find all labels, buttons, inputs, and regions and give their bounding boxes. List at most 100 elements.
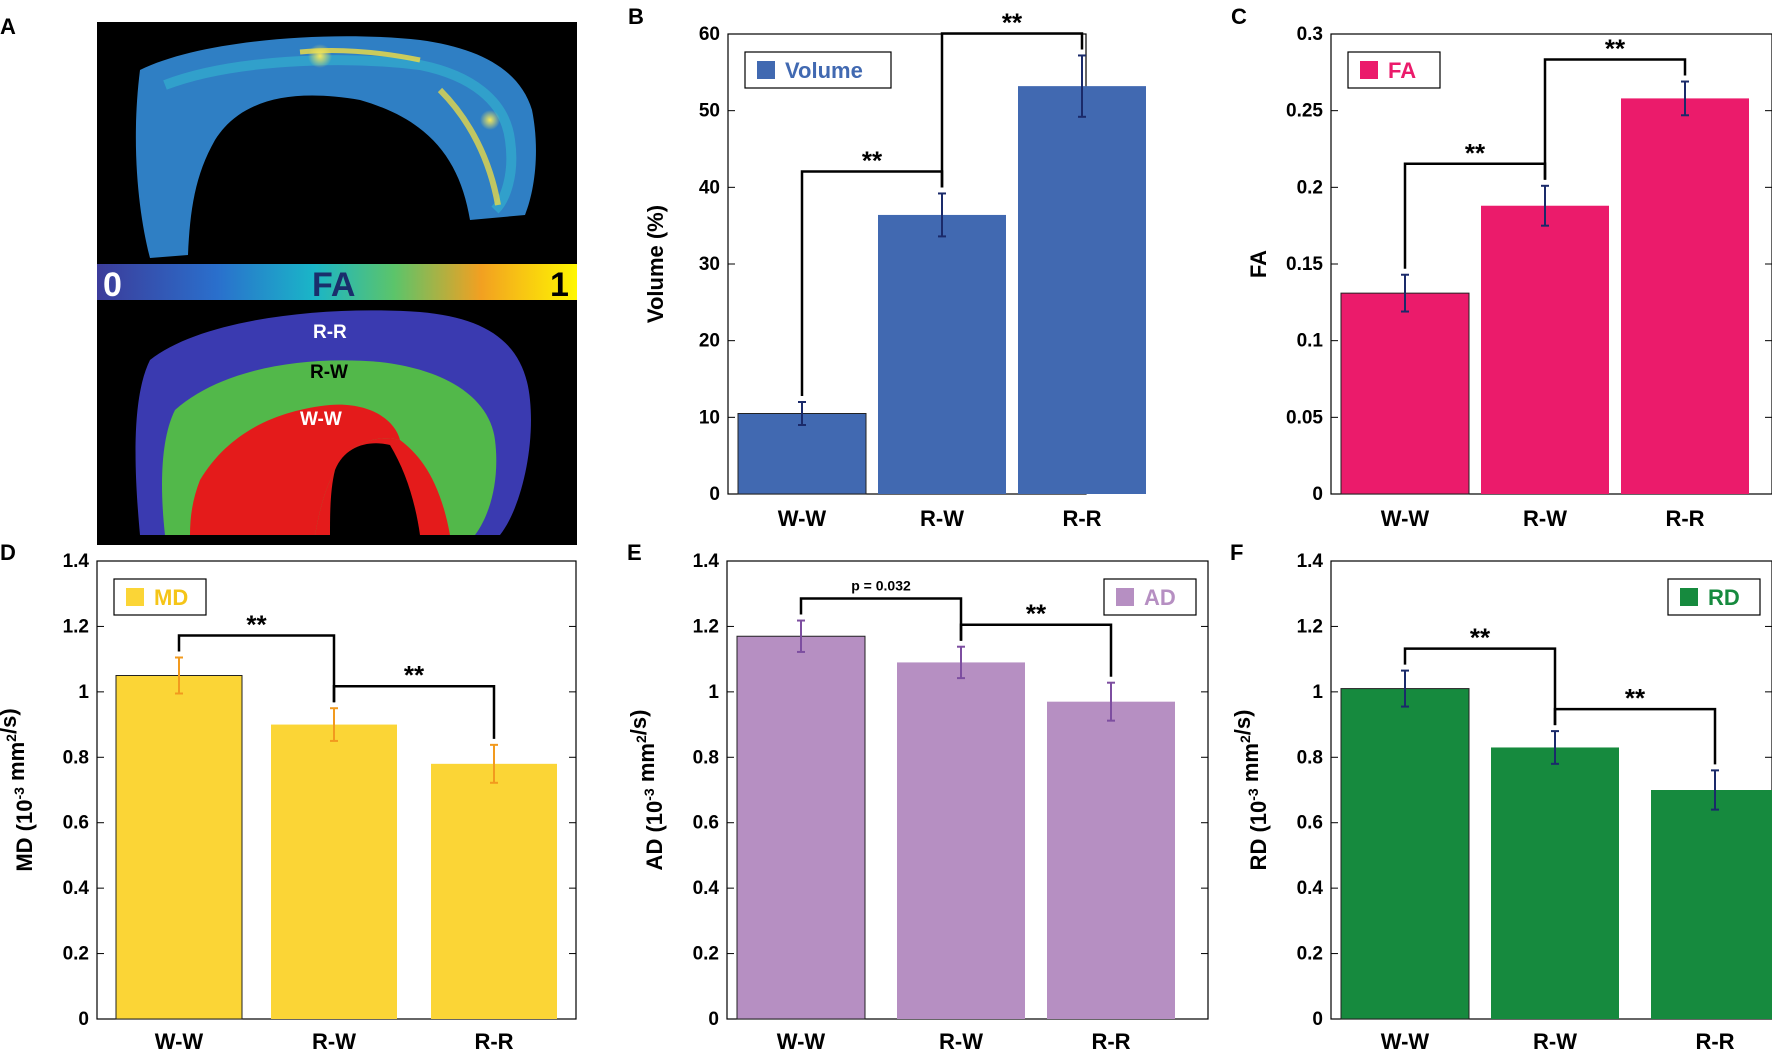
bar-r-r <box>431 763 557 1019</box>
significance-bracket <box>332 684 496 739</box>
y-tick-label: 0.1 <box>1297 331 1324 352</box>
y-tick-label: 50 <box>699 101 720 122</box>
bar-r-w <box>271 724 397 1019</box>
y-tick-label: 1.2 <box>693 616 719 637</box>
x-tick-label: W-W <box>778 506 827 531</box>
x-tick-label: R-R <box>1062 506 1101 531</box>
legend-swatch <box>757 61 775 79</box>
y-tick-label: 40 <box>699 177 720 198</box>
y-label-part: RD (10 <box>1246 801 1271 871</box>
x-tick-label: W-W <box>155 1029 204 1051</box>
panel-a-label: A <box>0 14 16 39</box>
x-tick-label: R-W <box>312 1029 356 1051</box>
y-tick-label: 0.8 <box>63 747 89 768</box>
significance-bracket <box>959 623 1113 677</box>
significance-bracket <box>940 32 1084 188</box>
significance-stars: ** <box>1026 599 1047 629</box>
legend: Volume <box>744 51 892 89</box>
legend: RD <box>1667 578 1761 616</box>
y-axis-label: Volume (%) <box>643 205 668 323</box>
y-label-part: /s) <box>626 710 651 736</box>
y-tick-label: 0.6 <box>63 813 89 834</box>
y-axis-label: MD (10-3 mm2/s) <box>0 708 37 871</box>
significance-stars: ** <box>1625 683 1646 713</box>
y-label-part: mm <box>4 742 29 787</box>
legend-swatch <box>1680 588 1698 606</box>
y-tick-label: 0.3 <box>1297 24 1323 45</box>
y-tick-label: 1 <box>708 682 719 703</box>
bar-r-w <box>878 214 1006 494</box>
chart-d: D 0 0.2 0.4 0.6 0.8 1 1.2 1.4 W-W R-W R-R ** ** MD MD (… <box>0 540 577 1051</box>
y-label-part: mm <box>634 743 659 788</box>
y-label-part: /s) <box>1230 710 1255 736</box>
y-label-superscript: 2 <box>1237 735 1253 743</box>
y-tick-label: 0 <box>78 1009 89 1030</box>
y-tick-label: 0.2 <box>1297 944 1323 965</box>
y-label-superscript: 2 <box>3 734 19 742</box>
region-label-r-w: R-W <box>310 362 348 383</box>
y-axis-label: AD (10-3 mm2/s) <box>626 710 667 871</box>
bar-r-w <box>897 662 1025 1019</box>
y-tick-label: 0.8 <box>693 747 719 768</box>
y-label-superscript: -3 <box>641 788 657 801</box>
chart-c: C 0 0.05 0.1 0.15 0.2 0.25 0.3 W-W R-W R-R ** ** FA FA <box>1231 4 1772 531</box>
y-label-part: mm <box>1238 743 1263 788</box>
panel-label: B <box>628 4 644 29</box>
bar-r-w <box>1491 747 1619 1019</box>
x-tick-label: R-W <box>939 1029 983 1051</box>
x-tick-label: R-R <box>1695 1029 1734 1051</box>
fa-map-hotspot <box>308 44 332 68</box>
region-hole <box>330 443 420 535</box>
x-tick-label: R-W <box>1533 1029 1577 1051</box>
y-tick-label: 0.25 <box>1286 101 1323 122</box>
y-tick-label: 0.4 <box>63 878 90 899</box>
y-tick-label: 0.2 <box>1297 177 1323 198</box>
y-label-superscript: -3 <box>11 787 27 800</box>
x-tick-label: R-W <box>920 506 964 531</box>
legend-label: MD <box>154 585 188 610</box>
y-tick-label: 60 <box>699 24 720 45</box>
chart-b: B 0 10 20 30 40 50 60 W-W R-W R-R ** ** Volume Volume … <box>628 4 1146 531</box>
significance-stars: ** <box>1605 34 1626 64</box>
legend: FA <box>1347 51 1441 89</box>
x-tick-label: R-R <box>474 1029 513 1051</box>
significance-stars: ** <box>404 660 425 690</box>
bar-w-w <box>1340 688 1470 1020</box>
y-tick-label: 0 <box>709 484 720 505</box>
significance-stars: ** <box>862 145 883 175</box>
fa-map-hotspot-2 <box>480 110 500 130</box>
y-tick-label: 10 <box>699 407 720 428</box>
significance-stars: ** <box>1002 7 1023 37</box>
significance-bracket <box>1403 647 1557 726</box>
y-tick-label: 0.4 <box>1297 878 1324 899</box>
fa-map-shape <box>135 36 536 258</box>
panel-a: A 0 FA 1 R-R R-W W-W <box>0 14 577 545</box>
significance-stars: ** <box>1470 623 1491 653</box>
significance-bracket <box>1543 58 1687 180</box>
y-tick-label: 1.4 <box>63 551 90 572</box>
y-tick-label: 0.05 <box>1286 407 1323 428</box>
y-tick-label: 0.6 <box>693 813 719 834</box>
y-tick-label: 1 <box>1312 682 1323 703</box>
y-tick-label: 0 <box>708 1009 719 1030</box>
y-tick-label: 1.4 <box>693 551 720 572</box>
legend-label: RD <box>1708 585 1740 610</box>
panel-label: E <box>627 540 642 565</box>
bar-r-r <box>1018 86 1146 494</box>
panel-label: C <box>1231 4 1247 29</box>
y-axis-label: FA <box>1246 250 1271 278</box>
y-tick-label: 0.8 <box>1297 747 1323 768</box>
legend-swatch <box>1116 588 1134 606</box>
x-tick-label: R-R <box>1665 506 1704 531</box>
chart-f: F 0 0.2 0.4 0.6 0.8 1 1.2 1.4 W-W R-W R-R ** ** RD RD (… <box>1230 540 1772 1051</box>
y-tick-label: 1 <box>78 682 89 703</box>
y-tick-label: 0.4 <box>693 878 720 899</box>
y-tick-label: 0.15 <box>1286 254 1323 275</box>
p-value-label: p = 0.032 <box>851 578 911 594</box>
bar-r-w <box>1481 205 1609 494</box>
panel-label: F <box>1230 540 1243 565</box>
panel-label: D <box>0 540 16 565</box>
bar-r-r <box>1651 790 1772 1019</box>
bar-w-w <box>115 675 243 1020</box>
